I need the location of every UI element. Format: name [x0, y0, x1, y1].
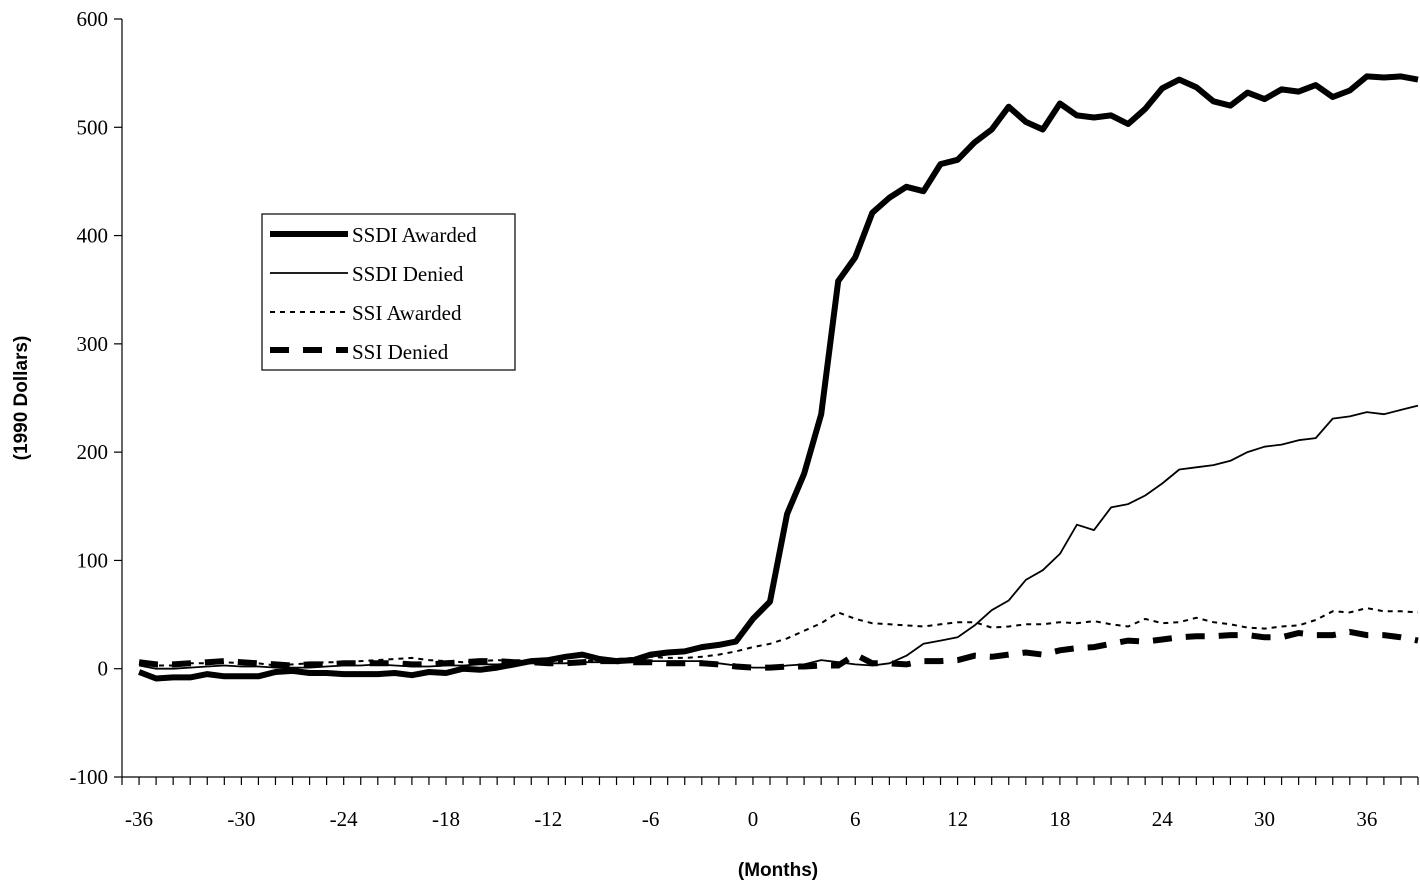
x-tick-label: -36 — [125, 807, 153, 831]
y-tick-label: 500 — [77, 115, 109, 139]
legend-label-ssi-awarded: SSI Awarded — [352, 301, 462, 325]
x-tick-label: 12 — [947, 807, 968, 831]
x-tick-label: 24 — [1152, 807, 1174, 831]
y-tick-label: 300 — [77, 332, 109, 356]
x-tick-label: 36 — [1356, 807, 1377, 831]
series-line-ssi-denied — [138, 628, 1419, 671]
legend-label-ssi-denied: SSI Denied — [352, 340, 449, 364]
x-tick-label: 30 — [1254, 807, 1275, 831]
x-tick-label: 0 — [748, 807, 759, 831]
x-tick-label: -30 — [227, 807, 255, 831]
legend-label-ssdi-denied: SSDI Denied — [352, 262, 464, 286]
x-tick-label: -24 — [330, 807, 358, 831]
x-tick-label: 18 — [1049, 807, 1070, 831]
x-axis-title: (Months) — [738, 860, 818, 881]
y-tick-label: 100 — [77, 548, 109, 572]
x-tick-label: -12 — [534, 807, 562, 831]
series-layer — [138, 73, 1419, 682]
x-tick-label: -6 — [642, 807, 660, 831]
y-tick-label: 400 — [77, 224, 109, 248]
legend-label-ssdi-awarded: SSDI Awarded — [352, 223, 477, 247]
series-line-ssdi-awarded — [138, 73, 1419, 682]
legend: SSDI Awarded SSDI Denied SSI Awarded SSI… — [261, 213, 516, 371]
legend-box — [261, 213, 516, 371]
y-tick-label: 600 — [77, 7, 109, 31]
x-tick-label: 6 — [850, 807, 861, 831]
series-line-ssdi-denied — [138, 404, 1419, 670]
y-tick-label: 200 — [77, 440, 109, 464]
y-tick-label: -100 — [70, 765, 109, 789]
x-tick-label: -18 — [432, 807, 460, 831]
y-tick-label: 0 — [98, 657, 109, 681]
y-axis-title: (1990 Dollars) — [11, 336, 32, 461]
